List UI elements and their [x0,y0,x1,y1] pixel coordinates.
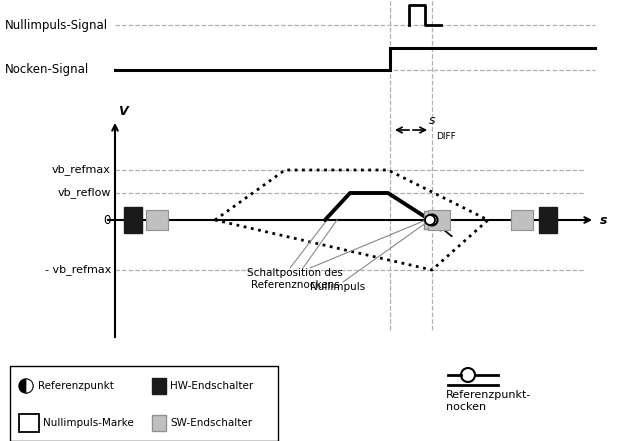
Text: vb_reflow: vb_reflow [58,187,111,198]
Text: Schaltposition des
Referenznockens: Schaltposition des Referenznockens [247,268,343,290]
Bar [539,207,557,233]
Bar [19,414,39,432]
Text: vb_refmax: vb_refmax [52,164,111,176]
Circle shape [19,379,33,393]
Text: HW-Endschalter: HW-Endschalter [170,381,253,391]
Text: SW-Endschalter: SW-Endschalter [170,418,252,428]
Text: - vb_refmax: - vb_refmax [45,265,111,276]
Bar [511,210,533,230]
Text: Nullimpuls-Marke: Nullimpuls-Marke [43,418,134,428]
Bar [124,207,142,233]
Text: Nullimpuls: Nullimpuls [310,282,365,292]
Bar [424,211,440,229]
Bar [146,210,168,230]
Bar [10,366,278,441]
Text: V: V [118,105,127,118]
Circle shape [425,215,435,225]
Text: 0: 0 [104,213,111,227]
Text: Referenzpunkt-
nocken: Referenzpunkt- nocken [446,390,531,411]
Circle shape [426,214,438,225]
Bar [152,378,166,394]
Bar [428,210,450,230]
Text: Referenzpunkt: Referenzpunkt [38,381,114,391]
Text: s: s [429,114,435,127]
Text: s: s [600,213,607,227]
Text: DIFF: DIFF [436,132,456,141]
Wedge shape [26,379,33,393]
Bar [152,415,166,431]
Text: Nullimpuls-Signal: Nullimpuls-Signal [5,19,108,31]
Text: Nocken-Signal: Nocken-Signal [5,64,89,76]
